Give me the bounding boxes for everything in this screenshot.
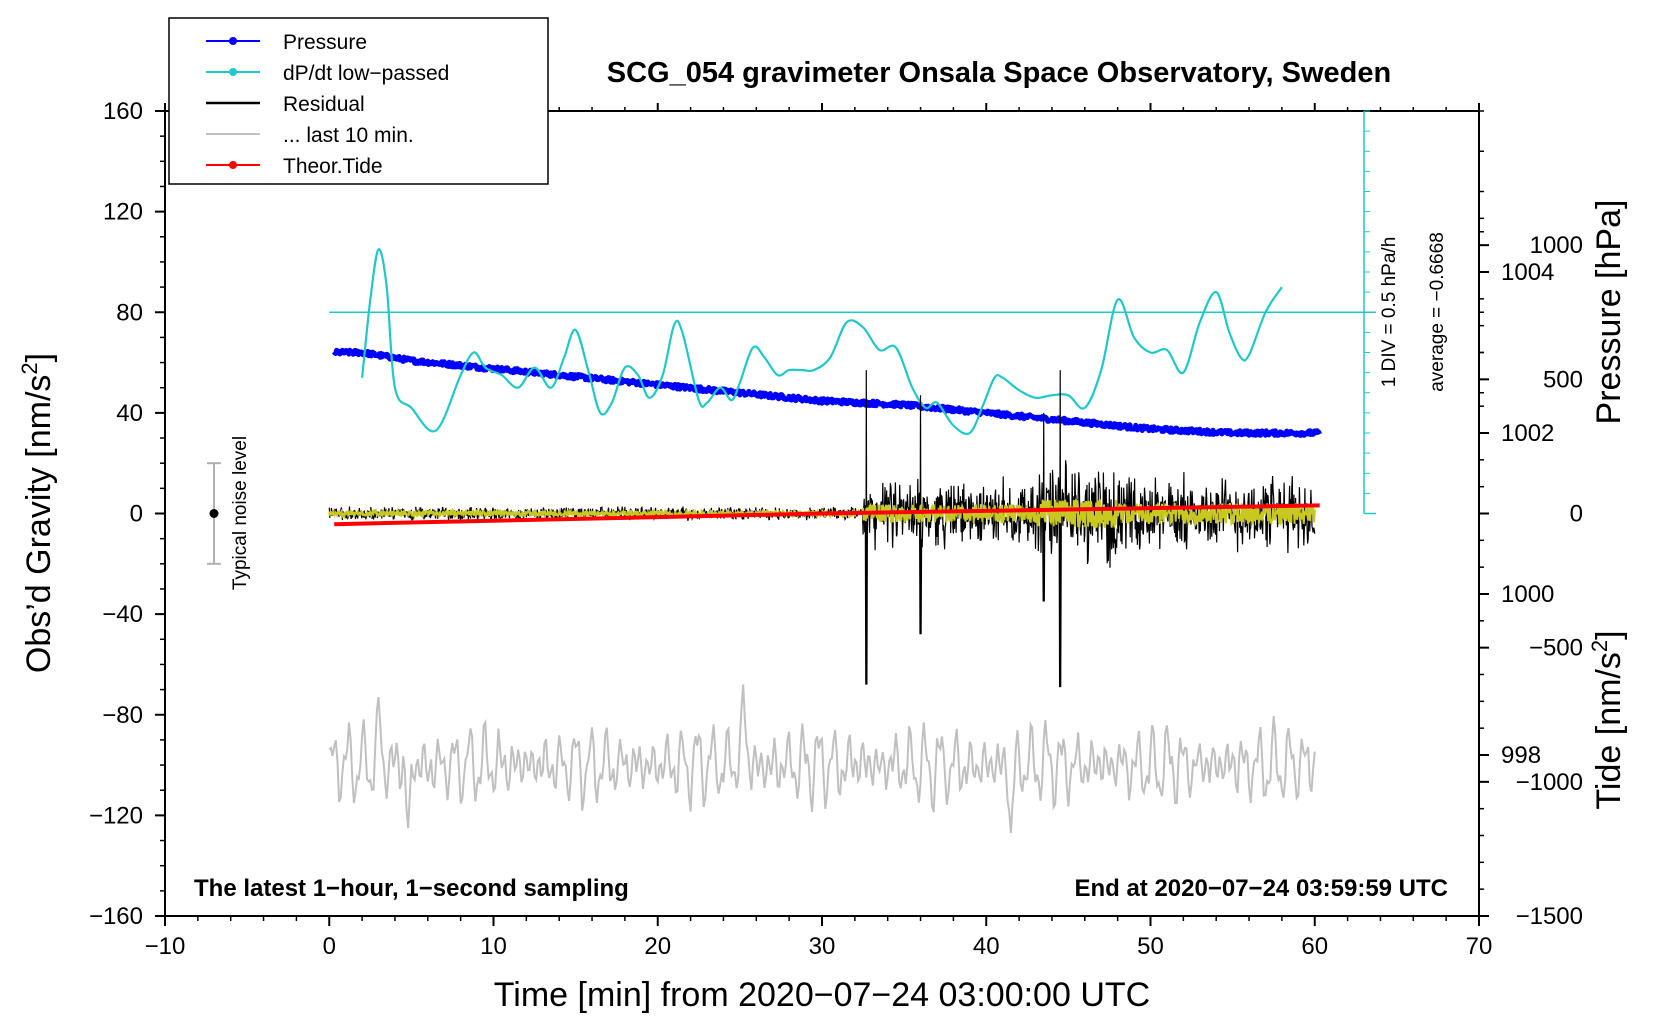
x-tick-label: 40 [973,933,1000,960]
x-tick-label: 60 [1301,933,1328,960]
pressure-tick-label: 1002 [1501,420,1554,447]
y-tick-label: −160 [89,903,143,930]
legend: Pressure dP/dt low−passed Residual ... last… [168,17,549,185]
legend-label: Pressure [283,31,367,54]
chart-title: SCG_054 gravimeter Onsala Space Observat… [607,57,1391,89]
y-axis-tide-title-sup: 2 [1587,640,1612,652]
legend-label: Residual [283,93,365,116]
y-tick-label: −80 [102,702,143,729]
tide-tick-label: 1000 [1530,232,1583,259]
x-axis-title: Time [min] from 2020−07−24 03:00:00 UTC [494,976,1150,1014]
y-axis-pressure-title-text: Pressure [hPa] [1590,200,1628,425]
legend-marker [229,161,237,169]
y-tick-label: −40 [102,601,143,628]
pressure-tick-label: 998 [1501,742,1541,769]
legend-label: dP/dt low−passed [283,62,449,85]
pressure-tick-label: 1004 [1501,259,1554,286]
x-tick-label: 50 [1137,933,1164,960]
dpdt-average-label: average = −0.6668 [1427,232,1448,392]
legend-label: ... last 10 min. [283,124,414,147]
noise-center-dot [209,509,219,518]
svg-text:Tide [nm/s2]: Tide [nm/s2] [1587,630,1628,809]
y-tick-label: 80 [116,299,143,326]
dpdt-scale-label: 1 DIV = 0.5 hPa/h [1379,237,1400,388]
noise-indicator: Typical noise level [207,436,251,590]
y-axis-left-title-sup: 2 [17,362,42,374]
series-layer [328,110,1377,834]
note-end-time: End at 2020−07−24 03:59:59 UTC [1074,875,1448,902]
series-residual-filtered [328,499,1316,529]
y-tick-label: 0 [130,501,143,528]
axis-ticks: −10 0 10 20 30 40 50 60 70 160 120 80 40 0 −40 −80 −120 −… [89,98,1583,960]
y-tick-label: 160 [103,98,143,125]
y-tick-label: 40 [116,400,143,427]
y-axis-pressure-title: Pressure [hPa] [1590,200,1628,425]
y-axis-tide-title: Tide [nm/s2] [1587,630,1628,809]
legend-marker [229,37,237,45]
y-axis-left-title-close: ] [20,353,58,362]
y-axis-left-title: Obs’d Gravity [nm/s2] [17,353,58,673]
legend-marker [229,68,237,76]
legend-box [168,17,549,185]
y-axis-tide-title-close: ] [1590,630,1628,639]
tide-tick-label: −1000 [1516,769,1583,796]
series-last-10-min [328,684,1316,834]
svg-text:Obs’d Gravity [nm/s2]: Obs’d Gravity [nm/s2] [17,353,58,673]
y-tick-label: 120 [103,199,143,226]
legend-label: Theor.Tide [283,155,383,178]
y-axis-left-title-text: Obs’d Gravity [nm/s [20,375,58,674]
series-theor-tide [334,503,1320,527]
y-tick-label: −120 [89,802,143,829]
noise-label: Typical noise level [230,436,251,590]
y-axis-tide-title-text: Tide [nm/s [1590,652,1628,809]
tide-tick-label: 0 [1570,501,1583,528]
x-tick-label: 10 [480,933,507,960]
tide-tick-label: −1500 [1516,903,1583,930]
tide-tick-label: −500 [1529,635,1583,662]
pressure-tick-label: 1000 [1501,581,1554,608]
series-dpdt [361,248,1283,436]
x-tick-label: 30 [809,933,836,960]
x-tick-label: 70 [1466,933,1493,960]
tide-tick-label: 500 [1543,366,1583,393]
note-latest-hour: The latest 1−hour, 1−second sampling [194,875,629,902]
x-tick-label: 0 [323,933,336,960]
x-tick-label: 20 [644,933,671,960]
series-pressure [332,347,1322,438]
x-tick-label: −10 [145,933,186,960]
